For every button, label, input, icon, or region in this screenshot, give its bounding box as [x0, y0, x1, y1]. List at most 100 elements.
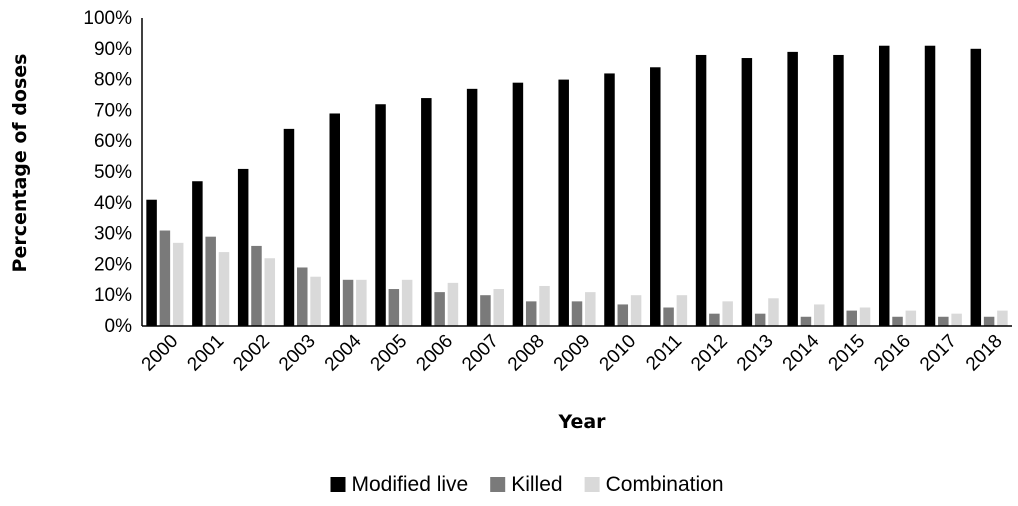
y-tick-label: 50%	[94, 162, 132, 183]
bar-combination-2018	[997, 310, 1008, 326]
x-tick-label: 2004	[321, 330, 366, 375]
y-tick-label: 70%	[94, 100, 132, 121]
bar-modified-live-2015	[833, 54, 844, 327]
y-tick-label: 80%	[94, 70, 132, 91]
legend: Modified live Killed Combination	[330, 473, 724, 496]
bar-combination-2001	[218, 252, 230, 326]
legend-label-modified-live: Modified live	[352, 473, 469, 496]
y-tick-label: 100%	[83, 8, 132, 29]
bar-modified-live-2000	[146, 199, 157, 326]
bar-modified-live-2005	[375, 104, 386, 327]
legend-swatch-killed	[490, 477, 506, 492]
x-tick-label: 2015	[825, 331, 870, 376]
y-tick-label: 40%	[94, 193, 132, 214]
bar-killed-2010	[617, 304, 629, 326]
bar-killed-2014	[800, 316, 812, 326]
x-axis-title: Year	[557, 411, 606, 433]
bar-combination-2000	[172, 242, 184, 326]
bar-combination-2007	[493, 289, 504, 326]
y-tick-label: 60%	[94, 131, 132, 152]
x-tick-label: 2000	[138, 331, 183, 376]
bar-modified-live-2017	[924, 45, 936, 326]
bar-combination-2010	[630, 295, 642, 326]
y-tick-label: 0%	[105, 316, 133, 337]
x-tick-label: 2002	[229, 331, 274, 376]
bar-modified-live-2014	[787, 51, 798, 326]
bar-combination-2015	[859, 307, 871, 326]
x-tick-label: 2001	[183, 331, 228, 376]
bar-combination-2011	[676, 295, 688, 326]
bar-killed-2004	[342, 279, 354, 326]
bar-killed-2018	[983, 316, 995, 326]
bar-killed-2001	[205, 236, 216, 326]
x-tick-label: 2005	[367, 331, 412, 376]
bar-modified-live-2018	[970, 48, 982, 327]
bar-combination-2016	[905, 310, 917, 326]
bar-killed-2007	[480, 295, 491, 326]
x-tick-label: 2008	[504, 331, 549, 376]
x-tick-label: 2003	[275, 331, 320, 376]
y-tick-label: 90%	[94, 39, 132, 60]
bar-combination-2003	[310, 276, 321, 326]
bar-killed-2016	[892, 316, 903, 326]
bars	[146, 45, 1008, 327]
bar-combination-2017	[951, 313, 962, 326]
bar-killed-2015	[846, 310, 857, 326]
x-tick-label: 2012	[687, 331, 732, 376]
bar-modified-live-2013	[741, 58, 753, 326]
bar-killed-2017	[938, 316, 949, 326]
bar-killed-2012	[709, 313, 720, 326]
bar-modified-live-2012	[695, 54, 707, 327]
bar-killed-2003	[297, 267, 308, 326]
bar-modified-live-2002	[237, 168, 249, 326]
bar-modified-live-2010	[604, 73, 615, 326]
bar-combination-2014	[814, 304, 825, 326]
bar-killed-2009	[571, 301, 583, 326]
bar-killed-2000	[159, 230, 171, 326]
legend-label-killed: Killed	[511, 473, 562, 496]
legend-swatch-modified-live	[330, 477, 346, 492]
bar-combination-2009	[585, 292, 596, 326]
x-tick-label: 2014	[779, 330, 824, 375]
bar-combination-2005	[401, 279, 413, 326]
y-tick-label: 30%	[94, 224, 132, 245]
bar-modified-live-2011	[650, 67, 661, 326]
x-tick-label: 2010	[596, 331, 641, 376]
x-axis-ticks: 2000 2001 2002 2003 2004 2005 2006 2007 2008 2009…	[138, 330, 1007, 375]
bar-combination-2004	[356, 279, 367, 326]
x-tick-label: 2018	[962, 331, 1007, 376]
bar-combination-2002	[264, 258, 276, 326]
bar-combination-2006	[447, 282, 459, 326]
bar-killed-2011	[663, 307, 674, 326]
legend-swatch-combination	[584, 477, 600, 492]
bar-killed-2013	[754, 313, 766, 326]
x-tick-label: 2006	[412, 331, 457, 376]
bar-modified-live-2003	[283, 128, 295, 326]
x-tick-label: 2009	[550, 331, 595, 376]
bar-modified-live-2007	[466, 88, 478, 326]
bar-killed-2002	[251, 245, 262, 326]
bar-modified-live-2004	[329, 113, 340, 326]
bar-modified-live-2016	[878, 45, 890, 326]
legend-label-combination: Combination	[606, 473, 724, 496]
x-tick-label: 2017	[916, 331, 961, 376]
y-axis-title: Percentage of doses	[9, 54, 31, 273]
bar-modified-live-2006	[421, 98, 432, 326]
bar-killed-2008	[525, 301, 537, 326]
bar-modified-live-2001	[192, 181, 203, 326]
x-tick-label: 2011	[642, 331, 686, 375]
bar-combination-2012	[722, 301, 733, 326]
bar-killed-2005	[388, 289, 400, 326]
y-tick-label: 10%	[94, 285, 132, 306]
bar-killed-2006	[434, 292, 445, 326]
y-axis-ticks: 0% 10% 20% 30% 40% 50% 60% 70% 80% 90% 100%	[83, 8, 132, 337]
bar-modified-live-2009	[558, 79, 569, 326]
y-tick-label: 20%	[94, 254, 132, 275]
x-tick-label: 2007	[458, 331, 503, 376]
x-tick-label: 2013	[733, 331, 778, 376]
bar-modified-live-2008	[512, 82, 524, 327]
x-tick-label: 2016	[870, 331, 915, 376]
bar-combination-2008	[539, 285, 550, 326]
bar-combination-2013	[768, 298, 779, 326]
